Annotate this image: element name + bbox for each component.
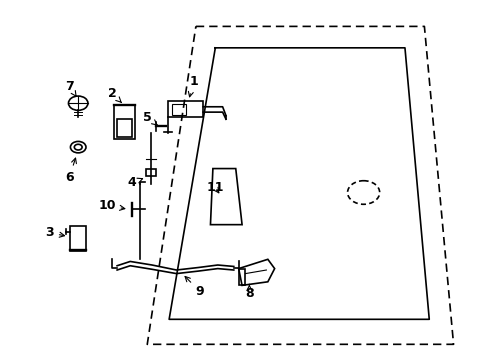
Text: 3: 3: [45, 226, 64, 239]
Text: 7: 7: [65, 80, 76, 96]
Text: 11: 11: [206, 181, 224, 194]
Text: 4: 4: [127, 176, 142, 189]
Text: 9: 9: [184, 276, 203, 298]
Text: 10: 10: [98, 199, 124, 212]
Text: 5: 5: [143, 111, 157, 125]
Text: 1: 1: [188, 75, 198, 97]
Text: 6: 6: [65, 158, 76, 184]
Text: 8: 8: [244, 284, 253, 300]
Text: 2: 2: [108, 87, 121, 103]
